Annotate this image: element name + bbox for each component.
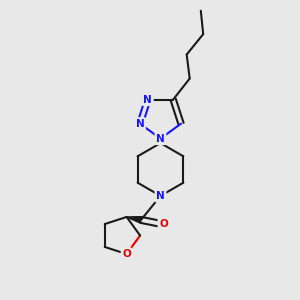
Text: O: O [122,249,131,259]
Text: N: N [136,119,144,129]
Text: N: N [156,134,165,144]
Text: N: N [143,94,152,104]
Text: N: N [156,191,165,201]
Polygon shape [127,217,142,223]
Text: O: O [159,219,168,230]
